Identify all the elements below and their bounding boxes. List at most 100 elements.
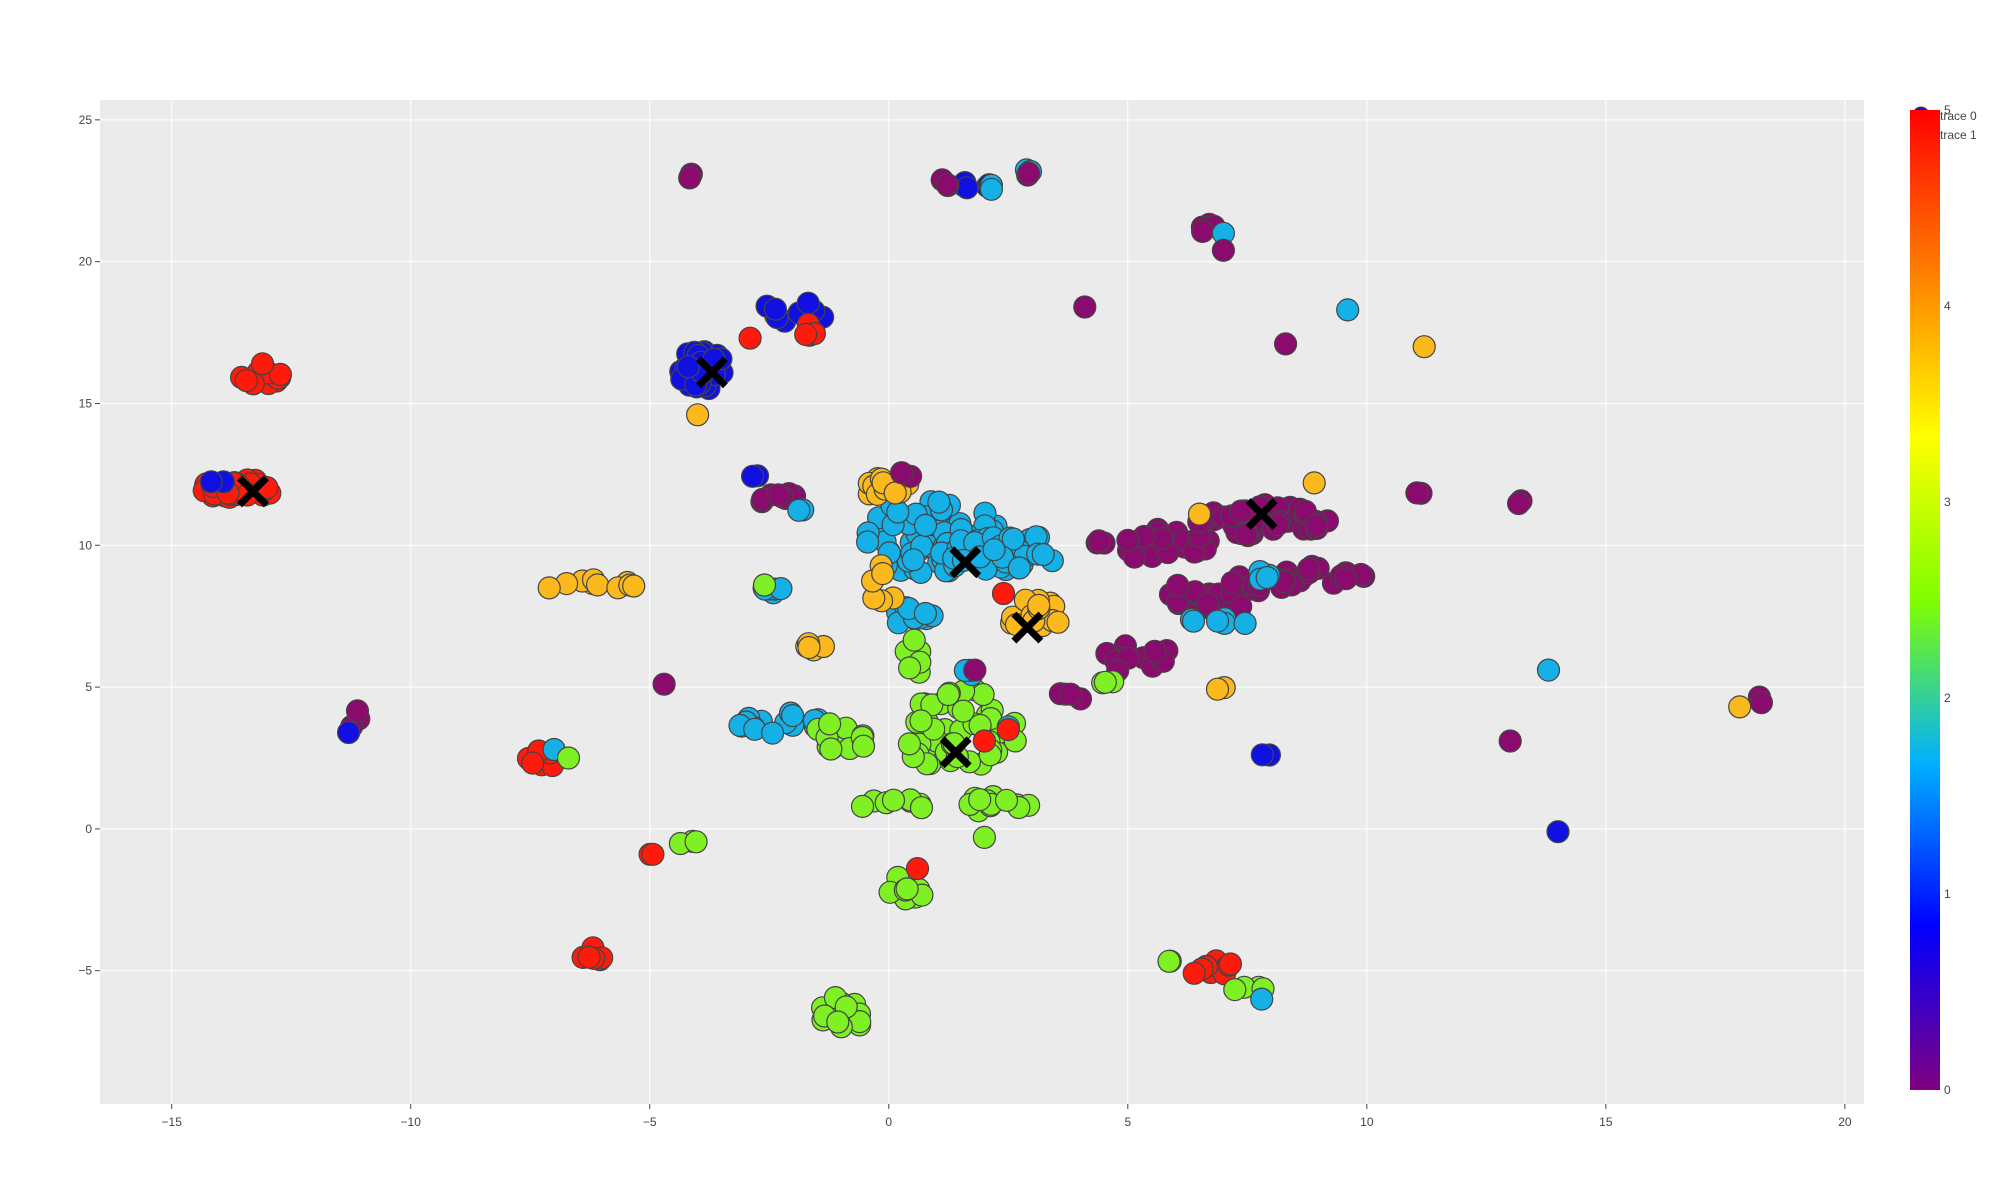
data-point [1157, 949, 1181, 973]
data-point [955, 176, 979, 200]
data-point [1195, 592, 1220, 616]
legend-trace-1-label[interactable]: trace 1 [1940, 128, 1977, 142]
data-point [972, 729, 997, 753]
data-point [883, 481, 907, 505]
data-point [972, 825, 997, 850]
centroid-x-marker [237, 475, 269, 508]
data-point [1506, 491, 1531, 516]
data-point [913, 513, 938, 538]
data-point [1143, 639, 1167, 663]
data-point [1205, 677, 1230, 701]
x-tick-label: 10 [1360, 1115, 1374, 1129]
data-point [1218, 952, 1243, 976]
data-point [1728, 695, 1752, 719]
data-point [740, 464, 765, 488]
centroid-x-marker [1011, 611, 1044, 644]
data-point [1182, 961, 1206, 985]
data-point [1223, 977, 1247, 1002]
colorbar-tick-label: 4 [1944, 299, 1951, 313]
data-point [622, 574, 646, 598]
data-point [1087, 529, 1111, 553]
data-point [902, 628, 926, 652]
centroid-x-marker [949, 546, 982, 579]
data-point [684, 830, 708, 854]
data-point [1255, 565, 1279, 590]
data-point [1405, 481, 1429, 505]
data-point [787, 498, 811, 522]
data-point [982, 538, 1006, 562]
data-point [1297, 557, 1321, 581]
data-point [817, 712, 842, 736]
data-point [1058, 682, 1083, 706]
data-point [1181, 609, 1206, 633]
data-point [752, 573, 777, 597]
data-point [936, 682, 960, 707]
data-point [905, 856, 930, 881]
data-point [1334, 567, 1358, 591]
colorbar-tick-label: 0 [1944, 1083, 1951, 1097]
data-point [1190, 219, 1215, 243]
colorbar-tick-label: 3 [1944, 495, 1951, 509]
data-point [199, 470, 223, 494]
x-tick-label: 15 [1599, 1115, 1613, 1129]
data-point [537, 576, 561, 600]
data-point [913, 601, 938, 626]
data-point [796, 291, 820, 315]
centroid-x-marker [695, 356, 728, 389]
data-point [979, 177, 1004, 201]
data-point [1250, 987, 1274, 1011]
data-point [971, 682, 995, 707]
data-point [1046, 610, 1070, 634]
colorbar [1910, 110, 1940, 1090]
data-point [1233, 611, 1257, 636]
data-point [819, 737, 843, 761]
data-point [850, 794, 875, 819]
data-point [652, 672, 676, 696]
data-point [234, 368, 258, 393]
data-point [794, 322, 818, 346]
data-point [577, 945, 601, 969]
data-point [676, 355, 700, 379]
y-tick-label: 10 [79, 538, 93, 552]
x-tick-label: −10 [401, 1115, 422, 1129]
data-point [521, 751, 545, 775]
data-point [897, 732, 922, 756]
data-point [1749, 691, 1774, 715]
data-point [889, 461, 914, 485]
data-point [1073, 295, 1097, 319]
data-point [920, 693, 944, 717]
data-point [994, 788, 1019, 812]
data-point [345, 699, 370, 723]
centroid-x-marker [1245, 498, 1278, 531]
y-axis: −5 0 5 10 15 20 25 [78, 113, 100, 978]
data-point [1166, 573, 1190, 597]
data-point [1234, 522, 1258, 547]
data-point [763, 297, 788, 321]
colorbar-ticks: 0 1 2 3 4 5 [1944, 103, 1951, 1097]
data-point [1116, 528, 1140, 552]
y-tick-label: 25 [79, 113, 93, 127]
data-point [1266, 512, 1290, 537]
data-point [1016, 161, 1041, 185]
data-point [685, 403, 710, 427]
data-point [268, 362, 292, 386]
data-point [963, 658, 987, 682]
data-point [678, 166, 702, 190]
y-tick-label: 5 [85, 680, 92, 694]
y-tick-label: −5 [78, 964, 92, 978]
data-point [1211, 238, 1236, 262]
y-tick-label: 0 [85, 822, 92, 836]
data-point [1304, 513, 1329, 538]
data-point [1220, 570, 1244, 595]
data-point [871, 561, 895, 586]
data-point [1205, 609, 1230, 633]
data-point [901, 548, 925, 572]
data-point [1093, 670, 1117, 694]
gridlines [100, 100, 1864, 1104]
data-point [1031, 542, 1055, 567]
data-point [951, 699, 975, 723]
data-point [968, 787, 992, 812]
legend-trace-0-label[interactable]: trace 0 [1940, 109, 1977, 123]
data-point [881, 788, 906, 812]
